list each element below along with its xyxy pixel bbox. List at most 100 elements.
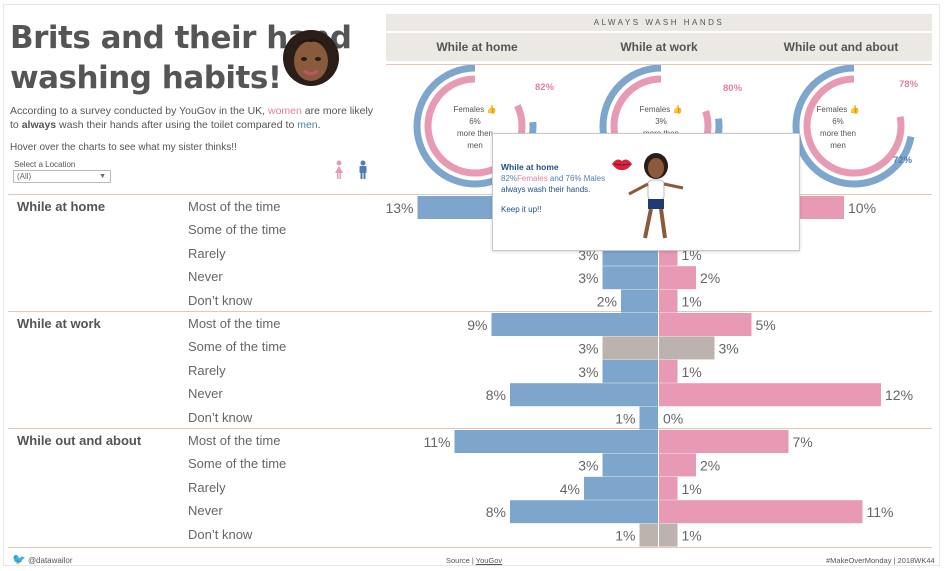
lips-icon xyxy=(612,159,632,171)
section-label: While at home xyxy=(17,199,106,214)
divider xyxy=(8,194,932,195)
donut-out[interactable]: Females 👍 6% more then men 78% 72% xyxy=(786,64,926,192)
donut-text-line: 6% xyxy=(469,117,481,126)
category-label: Some of the time xyxy=(188,339,287,355)
category-label: Never xyxy=(188,269,223,285)
donut-female-arc xyxy=(424,75,526,177)
male-pct-label: 72% xyxy=(893,155,913,166)
male-bar[interactable] xyxy=(602,453,659,477)
intro-men: men xyxy=(297,119,318,131)
donut-female-arc xyxy=(803,75,905,177)
donut-text-line: men xyxy=(830,141,846,150)
male-bar[interactable] xyxy=(454,430,659,453)
bar-value-label: 2% xyxy=(700,457,720,473)
female-bar[interactable] xyxy=(659,289,678,313)
bar-value-label: 1% xyxy=(682,364,702,380)
intro-part: According to a survey conducted by YouGo… xyxy=(10,105,268,117)
female-bar[interactable] xyxy=(659,476,678,500)
category-label: Never xyxy=(188,503,223,519)
female-bar[interactable] xyxy=(659,523,678,547)
hover-note: Hover over the charts to see what my sis… xyxy=(10,142,237,153)
male-bar[interactable] xyxy=(510,383,658,407)
bar-value-label: 2% xyxy=(597,294,617,310)
footer-twitter[interactable]: 🐦 @datawailor xyxy=(12,553,73,566)
footer-divider xyxy=(8,547,932,548)
donut-home[interactable]: Females 👍 6% more then men 82% xyxy=(407,64,554,192)
title-line-2: washing habits! xyxy=(10,60,282,96)
female-bar[interactable] xyxy=(659,359,678,383)
bar-value-label: 11% xyxy=(424,434,451,450)
female-bar[interactable] xyxy=(659,500,863,524)
female-bar[interactable] xyxy=(659,336,715,360)
source-link[interactable]: YouGov xyxy=(475,556,503,565)
male-bar[interactable] xyxy=(602,336,659,360)
bar-value-label: 3% xyxy=(719,340,739,356)
footer-tag: #MakeOverMonday | 2018WK44 xyxy=(826,556,935,565)
tooltip-males: and 76% Males xyxy=(547,174,606,183)
bar-value-label: 13% xyxy=(385,200,413,216)
bar-value-label: 1% xyxy=(682,294,702,310)
intro-text: According to a survey conducted by YouGo… xyxy=(10,104,375,132)
thumbs-up-icon: 👍 xyxy=(849,105,860,114)
category-label: Rarely xyxy=(188,362,226,378)
column-header-out: While out and about xyxy=(783,40,899,54)
female-bar[interactable] xyxy=(659,383,881,407)
male-bar[interactable] xyxy=(621,289,658,313)
bar-value-label: 3% xyxy=(578,270,598,286)
intro-part: are more likely to xyxy=(10,105,374,131)
female-bar[interactable] xyxy=(659,453,696,477)
location-value: (All) xyxy=(17,172,32,181)
bar-value-label: 5% xyxy=(756,317,776,333)
donut-text-line: Females xyxy=(816,105,848,114)
male-bar[interactable] xyxy=(602,266,659,290)
donut-text-line: Females xyxy=(639,105,671,114)
donut-male-arc xyxy=(792,64,916,188)
tooltip: While at home 82%Females and 76% Males a… xyxy=(492,133,800,251)
donut-text-line: more then xyxy=(819,129,857,138)
girl-illustration xyxy=(628,153,684,239)
bar-value-label: 3% xyxy=(578,340,598,356)
category-label: Don’t know xyxy=(188,409,253,425)
male-bar[interactable] xyxy=(584,476,658,500)
category-label: Most of the time xyxy=(188,433,281,448)
male-icon xyxy=(359,160,367,179)
bar-value-label: 8% xyxy=(486,504,506,520)
dashboard-frame xyxy=(3,4,940,566)
bar-value-label: 0% xyxy=(663,411,683,427)
male-bar[interactable] xyxy=(639,406,659,430)
donut-text: Females 👍 6% more then men xyxy=(445,104,505,152)
male-bar[interactable] xyxy=(510,500,658,524)
twitter-handle: @datawailor xyxy=(27,556,73,565)
source-label: Source | xyxy=(446,556,476,565)
donut-male-arc xyxy=(413,64,537,188)
tooltip-title: While at home xyxy=(501,162,559,172)
category-label: Some of the time xyxy=(188,456,287,472)
female-bar[interactable] xyxy=(659,266,696,290)
tooltip-line-1: 82%Females and 76% Males xyxy=(501,174,605,183)
donut-text-line: men xyxy=(467,141,483,150)
female-pct-label: 82% xyxy=(535,82,555,93)
tooltip-female-pct: 82% xyxy=(501,174,518,183)
bar-value-label: 9% xyxy=(467,317,487,333)
category-label: Most of the time xyxy=(188,316,281,331)
category-label: Most of the time xyxy=(188,199,281,214)
location-select[interactable]: (All) ▼ xyxy=(13,170,111,183)
divider xyxy=(8,311,932,312)
male-bar[interactable] xyxy=(491,313,659,336)
intro-part: . xyxy=(317,119,321,131)
male-bar[interactable] xyxy=(602,359,659,383)
bar-value-label: 3% xyxy=(578,457,598,473)
twitter-icon: 🐦 xyxy=(12,554,26,566)
female-pct-label: 80% xyxy=(723,83,743,94)
category-label: Never xyxy=(188,386,223,402)
bar-value-label: 1% xyxy=(615,411,635,427)
male-bar[interactable] xyxy=(639,523,659,547)
category-label: Don’t know xyxy=(188,292,253,308)
donut-chart xyxy=(792,64,916,188)
donut-text-line: more then xyxy=(456,129,494,138)
location-label: Select a Location xyxy=(14,160,76,169)
bar-value-label: 8% xyxy=(486,387,506,403)
female-bar[interactable] xyxy=(659,313,752,336)
female-bar[interactable] xyxy=(659,430,789,453)
